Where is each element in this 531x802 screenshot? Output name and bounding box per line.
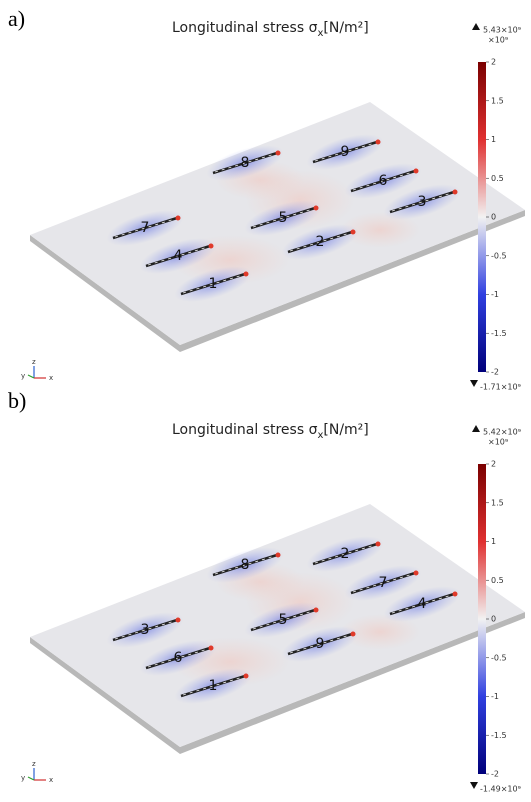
crack-tip [209,244,214,249]
plot-title: Longitudinal stress σx[N/m²] [172,20,369,39]
colorbar-tick-label: 0 [491,615,496,624]
colorbar-tick-label: -2 [491,368,499,377]
axis-y [28,375,34,378]
colorbar-tick-label: -1 [491,290,499,299]
colorbar-max: 5.42×10⁹ [483,428,521,437]
min-marker [470,380,478,387]
title-main: Longitudinal stress σ [172,422,318,438]
crack-tip [276,553,281,558]
colorbar-tick-label: -0.5 [491,251,507,260]
figure: Longitudinal stress σx[N/m²]7418529635.4… [0,0,531,802]
colorbar-tick-label: 2 [491,460,496,469]
crack-tip [276,151,281,156]
panel-label: b) [8,388,26,413]
colorbar-tick-label: 0.5 [491,174,504,183]
axis-x-label: x [49,776,53,784]
crack-label: 9 [341,144,350,160]
crack-tip [351,632,356,637]
crack-label: 5 [279,210,288,226]
min-marker [470,782,478,789]
crack-label: 8 [241,155,250,171]
crack-label: 2 [341,546,350,562]
colorbar-tick-label: 1.5 [491,498,504,507]
crack-label: 4 [174,248,183,264]
colorbar-tick-label: 2 [491,58,496,67]
crack-label: 1 [209,276,218,292]
colorbar-tick-label: -1.5 [491,731,507,740]
crack-label: 3 [141,622,150,638]
axis-x-label: x [49,374,53,382]
crack-tip [176,618,181,623]
crack-label: 6 [174,650,183,666]
crack-label: 1 [209,678,218,694]
colorbar-min: -1.71×10⁹ [480,383,521,392]
crack-label: 2 [316,234,325,250]
title-unit: [N/m²] [323,422,368,438]
colorbar-tick-label: 0 [491,213,496,222]
crack-label: 6 [379,173,388,189]
crack-label: 5 [279,612,288,628]
colorbar-tick-label: 1 [491,537,496,546]
axis-z-label: z [32,358,36,366]
colorbar-min: -1.49×10⁹ [480,785,521,794]
max-marker [472,23,480,30]
colorbar-exponent: ×10⁹ [488,36,508,45]
crack-label: 3 [418,194,427,210]
crack-tip [244,272,249,277]
axis-z-label: z [32,760,36,768]
crack-tip [209,646,214,651]
crack-tip [453,190,458,195]
crack-tip [351,230,356,235]
crack-tip [376,542,381,547]
axis-y-label: y [21,774,25,782]
colorbar-tick-label: -0.5 [491,653,507,662]
crack-tip [314,608,319,613]
axis-y [28,777,34,780]
crack-label: 9 [316,636,325,652]
colorbar-tick-label: 1.5 [491,96,504,105]
colorbar-tick-label: 0.5 [491,576,504,585]
colorbar-tick-label: 1 [491,135,496,144]
crack-label: 7 [379,575,388,591]
axis-y-label: y [21,372,25,380]
colorbar-tick-label: -2 [491,770,499,779]
plot-title: Longitudinal stress σx[N/m²] [172,422,369,441]
colorbar [478,62,486,372]
title-unit: [N/m²] [323,20,368,36]
title-main: Longitudinal stress σ [172,20,318,36]
colorbar [478,464,486,774]
crack-label: 4 [418,596,427,612]
crack-tip [244,674,249,679]
panel: Longitudinal stress σx[N/m²]3618592745.4… [21,422,525,794]
crack-label: 8 [241,557,250,573]
panel: Longitudinal stress σx[N/m²]7418529635.4… [21,20,525,392]
crack-tip [314,206,319,211]
crack-tip [176,216,181,221]
colorbar-exponent: ×10⁹ [488,438,508,447]
crack-tip [414,571,419,576]
panel-label: a) [8,6,25,31]
crack-tip [453,592,458,597]
max-marker [472,425,480,432]
crack-label: 7 [141,220,150,236]
crack-tip [376,140,381,145]
crack-tip [414,169,419,174]
colorbar-tick-label: -1 [491,692,499,701]
colorbar-max: 5.43×10⁹ [483,26,521,35]
colorbar-tick-label: -1.5 [491,329,507,338]
